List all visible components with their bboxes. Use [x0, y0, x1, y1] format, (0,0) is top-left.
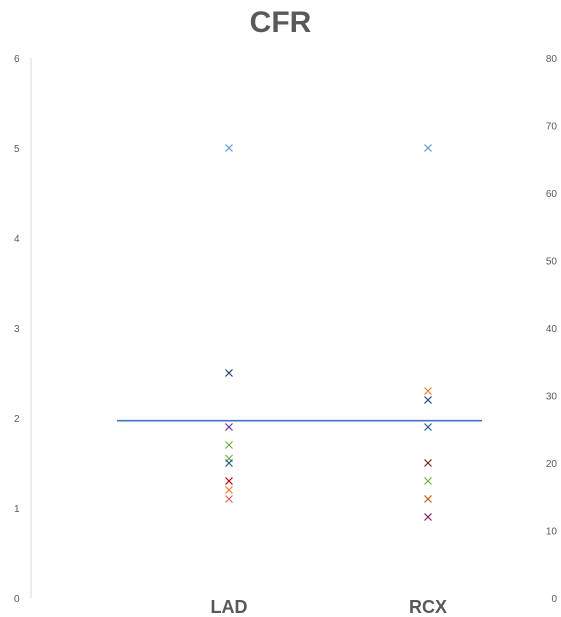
data-point-marker	[424, 396, 432, 404]
left-tick-label: 2	[14, 414, 20, 425]
right-tick-label: 20	[546, 459, 558, 470]
right-tick-label: 80	[546, 54, 558, 65]
chart-title: CFR	[249, 6, 312, 39]
left-tick-label: 3	[14, 324, 20, 335]
data-point-marker	[225, 441, 233, 449]
data-point-marker	[424, 513, 432, 521]
data-point-marker	[225, 477, 233, 485]
right-tick-label: 10	[546, 527, 558, 538]
left-axis-ticks: 0 1 2 3 4 5 6	[14, 54, 20, 605]
category-labels: LAD RCX	[211, 597, 448, 617]
left-tick-label: 5	[14, 144, 20, 155]
data-point-marker	[424, 477, 432, 485]
right-tick-label: 0	[551, 594, 557, 605]
right-tick-label: 60	[546, 189, 558, 200]
data-point-marker	[225, 495, 233, 503]
right-tick-label: 70	[546, 122, 558, 133]
right-axis-ticks: 0 10 20 30 40 50 60 70 80	[546, 54, 558, 605]
left-tick-label: 4	[14, 234, 20, 245]
data-point-marker	[225, 144, 233, 152]
right-tick-label: 40	[546, 324, 558, 335]
data-point-marker	[424, 495, 432, 503]
left-tick-label: 6	[14, 54, 20, 65]
right-tick-label: 50	[546, 257, 558, 268]
data-point-marker	[225, 459, 233, 467]
category-label: RCX	[409, 597, 447, 617]
category-label: LAD	[211, 597, 248, 617]
data-point-marker	[424, 423, 432, 431]
left-tick-label: 0	[14, 594, 20, 605]
data-point-marker	[424, 387, 432, 395]
data-point-marker	[424, 144, 432, 152]
left-tick-label: 1	[14, 504, 20, 515]
data-point-marker	[225, 423, 233, 431]
right-tick-label: 30	[546, 392, 558, 403]
data-point-marker	[424, 459, 432, 467]
data-points	[225, 144, 432, 521]
data-point-marker	[225, 486, 233, 494]
data-point-marker	[225, 369, 233, 377]
